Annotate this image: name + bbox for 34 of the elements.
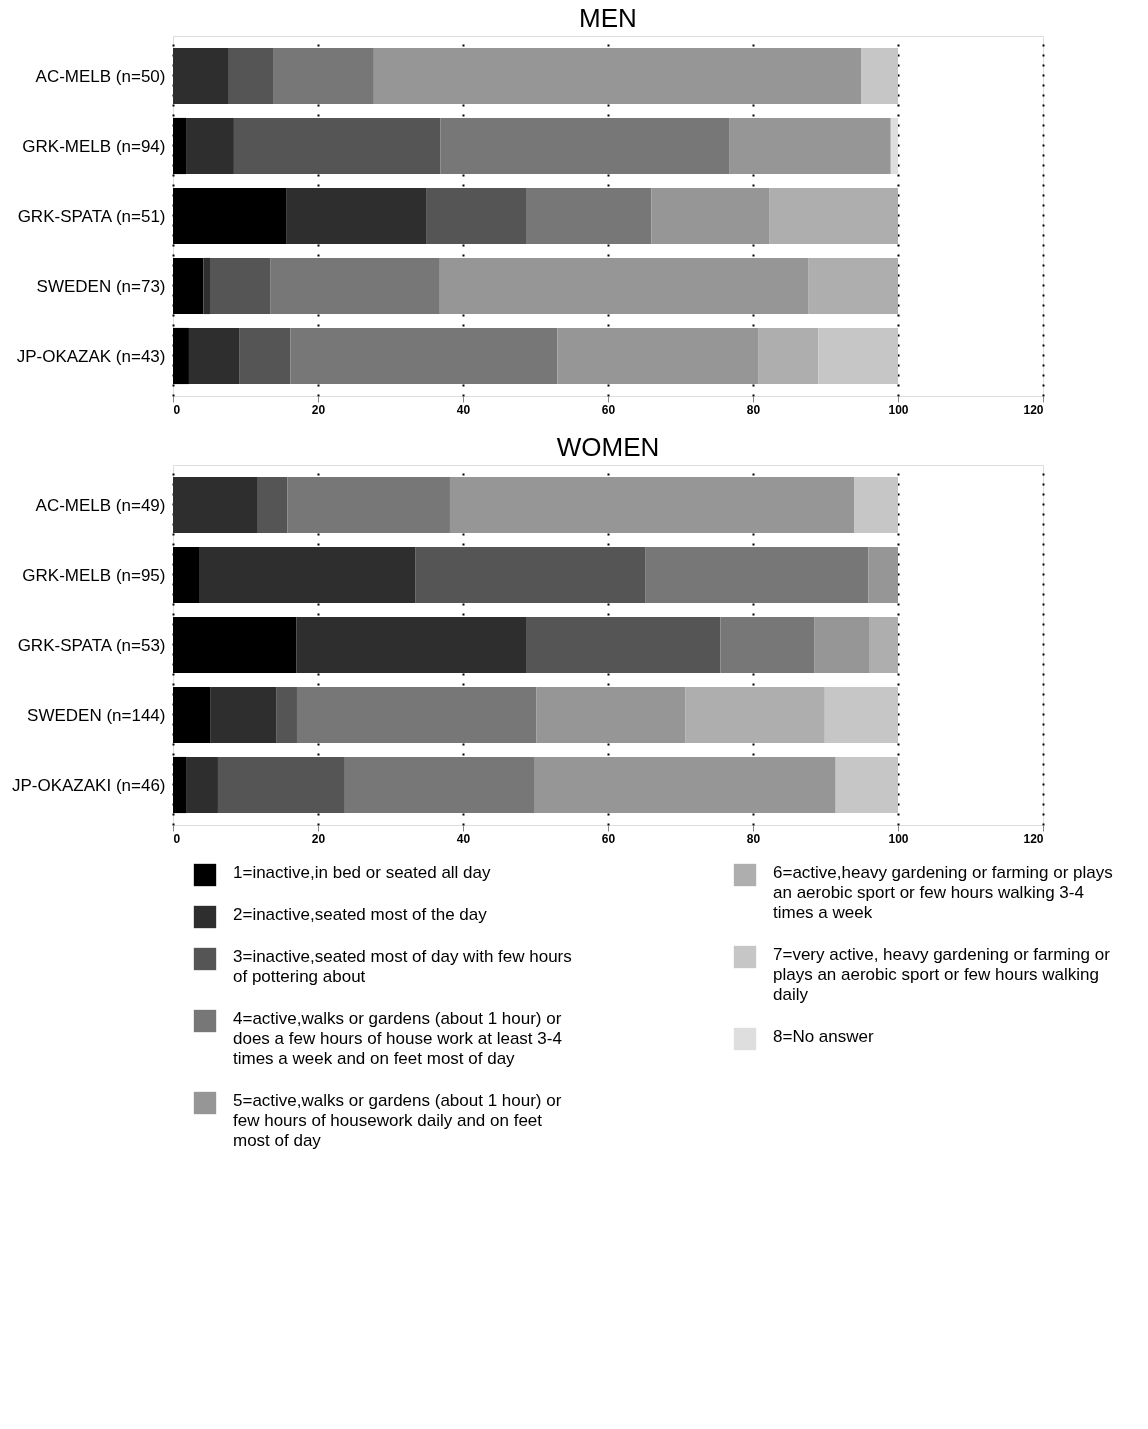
y-tick-label: AC-MELB (n=49) bbox=[35, 495, 166, 515]
x-tick-label: 20 bbox=[311, 402, 326, 417]
x-tick-label: 20 bbox=[311, 831, 326, 846]
x-tick-label: 40 bbox=[456, 402, 471, 417]
y-tick-label: AC-MELB (n=50) bbox=[35, 66, 166, 86]
y-tick-label: GRK-SPATA (n=51) bbox=[17, 206, 166, 226]
y-tick-label: JP-OKAZAKI (n=46) bbox=[11, 775, 166, 795]
legend-label: 8=No answer bbox=[773, 1027, 874, 1046]
x-tick-label: 120 bbox=[1023, 402, 1044, 417]
legend-label: 1=inactive,in bed or seated all day bbox=[233, 863, 492, 882]
y-tick-label: SWEDEN (n=144) bbox=[27, 705, 166, 725]
x-tick-label: 100 bbox=[888, 831, 909, 846]
legend-label: 6=active,heavy gardening or farming or plays an aerobic sport or few hours walking 3-4 times a week bbox=[773, 863, 1113, 922]
legend-label: 3=inactive,seated most of day with few hours of pottering about bbox=[233, 947, 572, 986]
legend-label: 5=active,walks or gardens (about 1 hour) or few hours of housework daily and on feet most of day bbox=[233, 1091, 562, 1150]
y-tick-label: JP-OKAZAK (n=43) bbox=[16, 346, 166, 366]
legend-label: 4=active,walks or gardens (about 1 hour) or does a few hours of house work at least 3-4 times a week and on feet most of day bbox=[233, 1009, 562, 1068]
chart-title: WOMEN bbox=[556, 432, 660, 462]
y-tick-label: GRK-MELB (n=95) bbox=[22, 565, 166, 585]
x-tick-label: 100 bbox=[888, 402, 909, 417]
x-tick-label: 80 bbox=[746, 831, 761, 846]
x-tick-label: 0 bbox=[173, 831, 181, 846]
x-tick-label: 0 bbox=[173, 402, 181, 417]
y-tick-label: SWEDEN (n=73) bbox=[36, 276, 166, 296]
x-tick-label: 40 bbox=[456, 831, 471, 846]
x-tick-label: 80 bbox=[746, 402, 761, 417]
y-tick-label: GRK-SPATA (n=53) bbox=[17, 635, 166, 655]
legend-label: 2=inactive,seated most of the day bbox=[233, 905, 488, 924]
legend-label: 7=very active, heavy gardening or farming or plays an aerobic sport or few hours walking daily bbox=[773, 945, 1111, 1004]
x-tick-label: 60 bbox=[601, 402, 616, 417]
x-tick-label: 120 bbox=[1023, 831, 1044, 846]
y-tick-label: GRK-MELB (n=94) bbox=[22, 136, 166, 156]
x-tick-label: 60 bbox=[601, 831, 616, 846]
chart-title: MEN bbox=[579, 3, 637, 33]
